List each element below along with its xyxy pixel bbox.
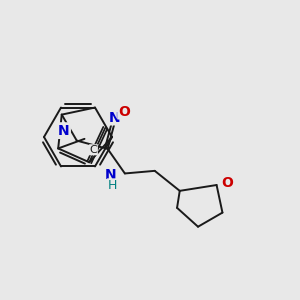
Text: O: O xyxy=(222,176,233,190)
Text: N: N xyxy=(105,169,117,182)
Text: N: N xyxy=(108,111,120,125)
Text: N: N xyxy=(58,124,70,138)
Text: C: C xyxy=(90,145,98,155)
Text: H: H xyxy=(107,179,117,192)
Text: O: O xyxy=(118,105,130,119)
